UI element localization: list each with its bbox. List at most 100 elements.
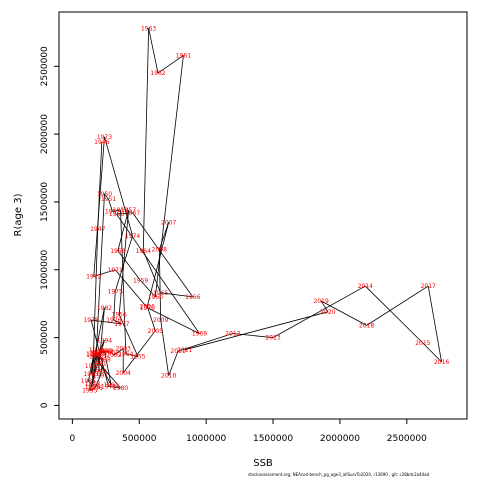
year-label-1975: 1975 (108, 288, 123, 295)
year-label-1955: 1955 (130, 354, 145, 361)
year-label-2019: 2019 (314, 298, 329, 305)
year-label-1957: 1957 (121, 207, 136, 214)
trajectory-segment (92, 340, 105, 367)
trajectory-segment (140, 280, 156, 298)
trajectory-segment (118, 314, 139, 357)
year-label-1984: 1984 (86, 351, 101, 358)
y-tick-label: 500000 (40, 320, 50, 355)
trajectory-segment (122, 330, 156, 374)
trajectory-segment (91, 319, 122, 325)
trajectory-segment (148, 28, 159, 74)
year-label-1989: 1989 (91, 351, 106, 358)
year-label-1952: 1952 (105, 208, 120, 215)
footnote: stockassessment.org, NEAcod-bench_pg_age… (248, 472, 430, 477)
year-label-2002: 2002 (106, 352, 121, 359)
year-label-1973: 1973 (97, 134, 112, 141)
year-label-2020: 2020 (320, 309, 335, 316)
year-label-1962: 1962 (150, 70, 165, 77)
year-labels: 1946194719481949195019511952195319541955… (81, 25, 450, 394)
year-label-1949: 1949 (89, 347, 104, 354)
trajectory-segment (142, 250, 162, 293)
trajectory-segment (113, 348, 124, 356)
x-tick-label: 2000000 (320, 434, 360, 444)
year-label-1991: 1991 (104, 382, 119, 389)
year-label-1996: 1996 (87, 385, 102, 392)
trajectory-segment (93, 269, 116, 277)
trajectory-segment (320, 300, 329, 313)
year-label-2008: 2008 (152, 246, 167, 253)
year-label-1985: 1985 (81, 378, 96, 385)
trajectory-segment (147, 307, 200, 334)
trajectory-segment (104, 136, 133, 236)
trajectory-segment (272, 285, 366, 338)
year-label-1974: 1974 (125, 233, 140, 240)
trajectory-segment (157, 55, 184, 74)
trajectory-segment (94, 375, 101, 388)
year-label-1961: 1961 (176, 52, 191, 59)
trajectory-segment (96, 356, 112, 386)
trajectory-segment (177, 333, 234, 352)
y-tick-label: 0 (40, 402, 50, 408)
trajectory-segment (100, 359, 104, 376)
year-label-1988: 1988 (91, 369, 106, 376)
year-label-2021: 2021 (177, 347, 192, 354)
year-label-1999: 1999 (86, 352, 101, 359)
year-label-2000: 2000 (98, 348, 113, 355)
year-label-1956: 1956 (112, 312, 127, 319)
year-label-2001: 2001 (104, 350, 119, 357)
trajectory-segment (158, 249, 162, 320)
year-label-1992: 1992 (89, 354, 104, 361)
trajectory-segment (116, 213, 200, 334)
year-label-2011: 2011 (170, 348, 185, 355)
year-label-1998: 1998 (96, 356, 111, 363)
year-label-1997: 1997 (93, 373, 108, 380)
year-label-1987: 1987 (90, 350, 105, 357)
year-label-1972: 1972 (86, 274, 101, 281)
year-label-2005: 2005 (148, 328, 163, 335)
x-tick-label: 1500000 (253, 434, 293, 444)
year-label-1976: 1976 (106, 317, 121, 324)
trajectory-segment (112, 209, 121, 212)
year-label-1951: 1951 (101, 196, 116, 203)
year-label-2016: 2016 (434, 359, 449, 366)
year-label-1965: 1965 (153, 290, 168, 297)
year-label-1950: 1950 (97, 191, 112, 198)
x-tick-label: 2500000 (387, 434, 427, 444)
trajectory-segment (98, 363, 121, 389)
x-tick-label: 0 (70, 434, 76, 444)
trajectory-segment (104, 351, 112, 386)
trajectory-segment (232, 333, 274, 338)
trajectory-segment (427, 285, 442, 363)
year-label-1959: 1959 (133, 278, 148, 285)
year-label-1947: 1947 (90, 226, 105, 233)
y-axis-label: R(age 3) (13, 193, 24, 236)
trajectory-segment (132, 212, 194, 298)
trajectory-segment (93, 136, 105, 277)
x-axis: 0 500000 1000000 1500000 2000000 2500000 (70, 419, 427, 444)
x-axis-label: SSB (253, 458, 273, 469)
year-label-1964: 1964 (136, 248, 151, 255)
trajectory-segment (110, 352, 115, 356)
year-label-2007: 2007 (161, 219, 176, 226)
trajectory-segment (88, 380, 93, 387)
trajectory-segment (366, 285, 429, 326)
year-label-1977: 1977 (114, 321, 129, 328)
trajectory-segment (146, 306, 156, 331)
trajectory-segment (365, 285, 424, 344)
year-label-1948: 1948 (85, 381, 100, 388)
year-label-1986: 1986 (85, 383, 100, 390)
trajectory-segment (184, 311, 328, 351)
trajectory-segment (146, 222, 170, 307)
year-label-2003: 2003 (116, 345, 131, 352)
trajectory-segment (89, 340, 105, 391)
trajectory-segment (88, 353, 95, 382)
year-label-1946: 1946 (94, 139, 109, 146)
year-label-1969: 1969 (192, 331, 207, 338)
year-label-2012: 2012 (225, 331, 240, 338)
year-label-2013: 2013 (265, 335, 280, 342)
y-tick-label: 2000000 (40, 114, 50, 154)
trajectory-segment (117, 250, 141, 281)
year-label-1966: 1966 (185, 294, 200, 301)
trajectory-segment (108, 386, 121, 389)
trajectory-segment (113, 291, 116, 320)
